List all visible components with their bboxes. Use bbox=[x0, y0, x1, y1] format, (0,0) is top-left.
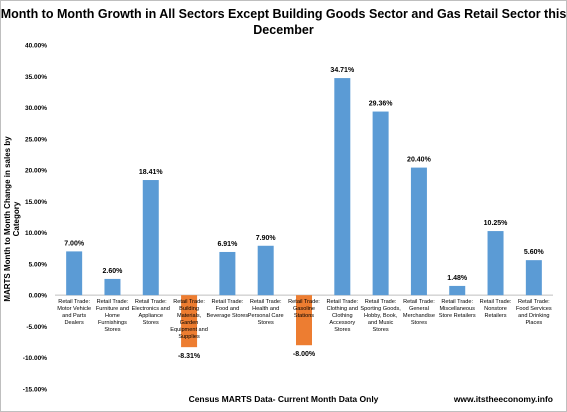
y-tick-label: 15.00% bbox=[25, 199, 47, 206]
x-tick-label: Retail Trade: Health and Personal Care Stor… bbox=[248, 299, 284, 326]
data-label: -8.00% bbox=[293, 351, 316, 358]
y-tick-label: 0.00% bbox=[29, 293, 48, 300]
source-credit: www.itstheeconomy.info bbox=[453, 394, 553, 404]
y-tick-label: 35.00% bbox=[25, 74, 47, 81]
x-tick-label: Retail Trade: Building Materials, Garden Equ… bbox=[170, 299, 208, 340]
data-label: 1.48% bbox=[447, 275, 468, 282]
x-tick-label: Retail Trade: General Merchandise Stores bbox=[403, 299, 435, 326]
x-tick-label: Retail Trade: Furniture and Home Furnishing… bbox=[96, 299, 129, 333]
bar bbox=[487, 231, 504, 296]
data-label: 7.00% bbox=[64, 240, 85, 247]
bar bbox=[142, 180, 159, 296]
bar bbox=[219, 251, 236, 296]
data-label: 34.71% bbox=[330, 67, 355, 74]
chart-title: Month to Month Growth in All Sectors Exc… bbox=[0, 7, 567, 37]
data-label: 18.41% bbox=[139, 169, 164, 176]
x-tick-label: Retail Trade: Gasoline Stations bbox=[288, 299, 320, 319]
y-tick-label: 20.00% bbox=[25, 168, 47, 175]
bar bbox=[181, 295, 198, 348]
data-label: 7.90% bbox=[256, 235, 277, 242]
bar bbox=[296, 295, 312, 346]
x-tick-label: Retail Trade: Miscellaneous Store Retailer… bbox=[439, 299, 476, 319]
y-tick-label: -10.00% bbox=[23, 355, 47, 362]
y-tick-label: 25.00% bbox=[25, 136, 47, 143]
bar bbox=[525, 260, 542, 296]
x-tick-label: Retail Trade: Motor Vehicle and Parts Deale… bbox=[57, 299, 91, 326]
bar bbox=[257, 245, 274, 296]
y-tick-label: 5.00% bbox=[29, 261, 48, 268]
bar bbox=[104, 278, 121, 296]
y-tick-label: 30.00% bbox=[25, 105, 47, 112]
bar bbox=[372, 111, 389, 296]
data-label: 20.40% bbox=[407, 157, 432, 164]
bar bbox=[410, 167, 427, 296]
y-tick-label: -15.00% bbox=[23, 387, 47, 394]
x-tick-label: Retail Trade: Sporting Goods, Hobby, Book,… bbox=[360, 299, 401, 333]
data-label: 2.60% bbox=[103, 268, 124, 275]
data-label: 29.36% bbox=[369, 101, 394, 108]
x-tick-label: Retail Trade: Clothing and Clothing Accesso… bbox=[326, 299, 358, 333]
data-label: 6.91% bbox=[217, 241, 238, 248]
y-tick-label: -5.00% bbox=[26, 324, 47, 331]
bar bbox=[334, 78, 351, 296]
x-axis-label: Census MARTS Data- Current Month Data On… bbox=[188, 394, 379, 404]
y-tick-label: 40.00% bbox=[25, 43, 47, 50]
data-label: 5.60% bbox=[524, 249, 545, 256]
bar bbox=[66, 251, 83, 296]
x-tick-label: Retail Trade: Food Services and Drinking Pl… bbox=[516, 299, 552, 326]
bar bbox=[449, 285, 466, 296]
data-label: -8.31% bbox=[178, 353, 201, 360]
y-tick-label: 10.00% bbox=[25, 230, 47, 237]
x-tick-label: Retail Trade: Nonstore Retailers bbox=[480, 299, 512, 319]
x-tick-label: Retail Trade: Electronics and Appliance Sto… bbox=[132, 299, 170, 326]
data-label: 10.25% bbox=[484, 220, 509, 227]
x-tick-label: Retail Trade: Food and Beverage Stores bbox=[207, 299, 249, 319]
